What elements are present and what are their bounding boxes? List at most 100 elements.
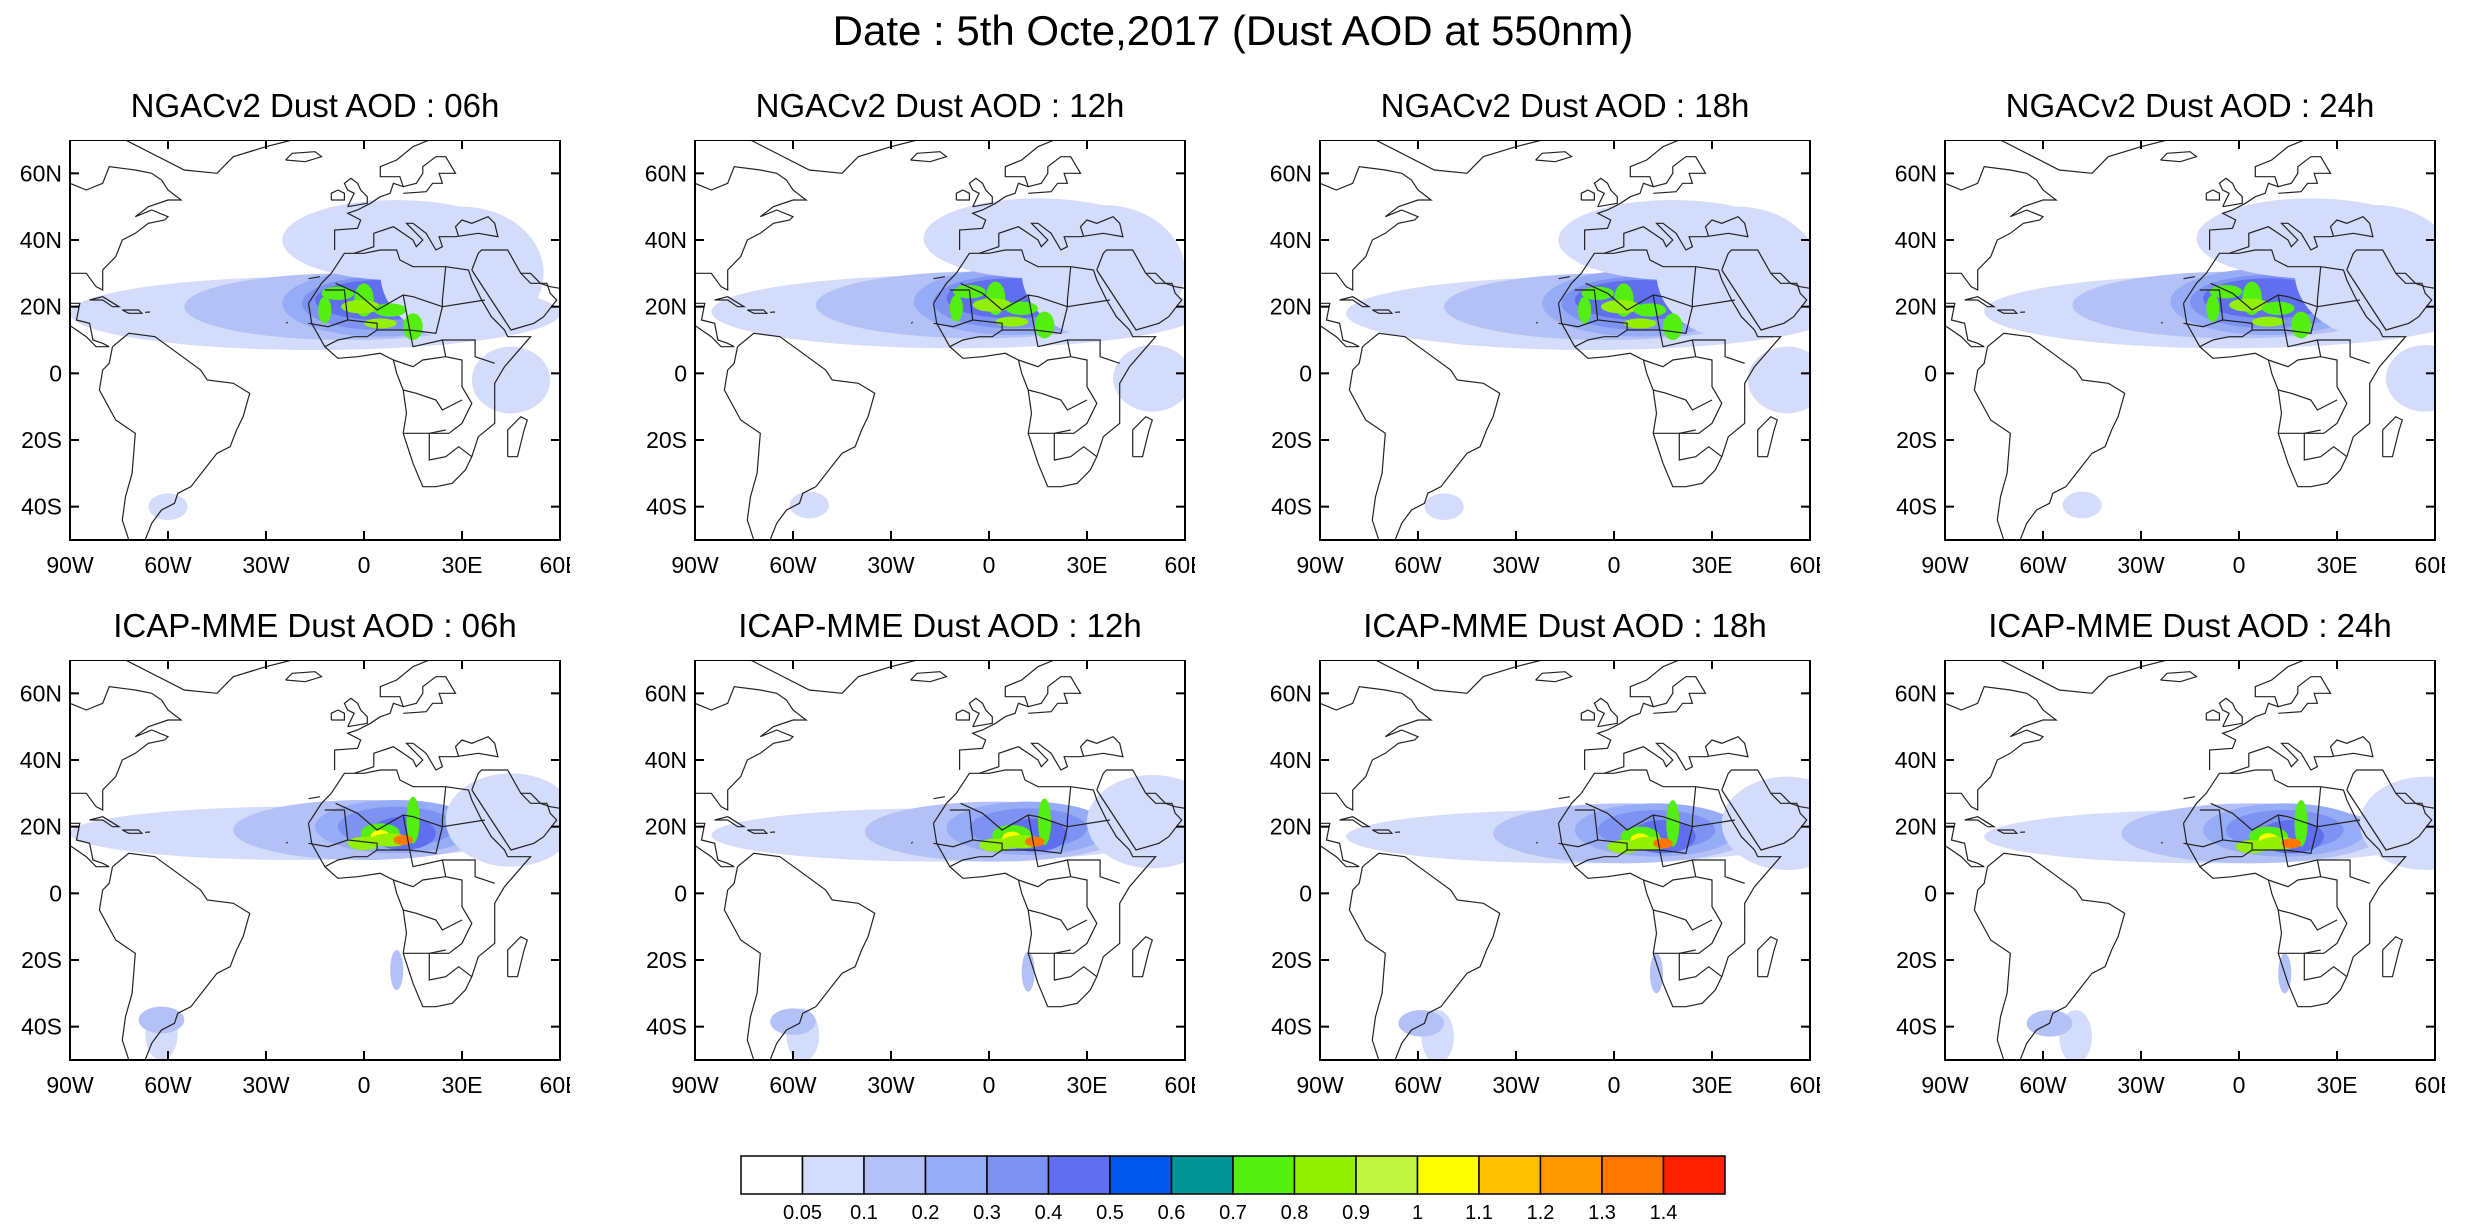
lat-tick-label: 60N [20, 160, 62, 186]
lon-tick-label: 0 [2233, 552, 2246, 578]
lat-tick-label: 40S [1896, 1014, 1937, 1040]
dust-map: 90W 60W 30W 0 30E 60E 60N 40N 20N 0 20S 40S [1270, 140, 1820, 578]
lat-tick-label: 40N [645, 227, 687, 253]
map-frame [1319, 660, 1811, 1061]
lon-tick-label: 60E [1165, 1072, 1195, 1098]
panel-title: NGACv2 Dust AOD : 24h [2005, 87, 2375, 124]
dust-map: 90W 60W 30W 0 30E 60E 60N 40N 20N 0 20S 40S [1895, 140, 2445, 578]
lon-tick-label: 30W [867, 552, 915, 578]
panel-title: NGACv2 Dust AOD : 06h [130, 87, 500, 124]
lon-tick-label: 90W [46, 552, 94, 578]
lat-tick-label: 20N [1270, 294, 1312, 320]
lon-tick-label: 0 [2233, 1072, 2246, 1098]
lat-tick-label: 40S [1271, 494, 1312, 520]
colorbar-label: 1.3 [1588, 1202, 1616, 1224]
dust-map: 90W 60W 30W 0 30E 60E 60N 40N 20N 0 20S 40S [645, 140, 1195, 578]
colorbar-label: 1.2 [1526, 1202, 1555, 1224]
colorbar-label: 1 [1411, 1202, 1424, 1224]
lat-tick-label: 40S [1896, 494, 1937, 520]
lon-tick-label: 30W [2117, 1072, 2165, 1098]
lat-tick-label: 20S [646, 427, 687, 453]
coastlines [1945, 660, 2435, 1060]
lat-tick-label: 20S [1896, 947, 1937, 973]
main-title: Date : 5th Octe,2017 (Dust AOD at 550nm) [832, 7, 1634, 54]
lon-tick-label: 0 [983, 552, 996, 578]
lat-tick-label: 40N [645, 747, 687, 773]
colorbar-label: 1.4 [1649, 1202, 1678, 1224]
lon-tick-label: 30E [1692, 552, 1733, 578]
panel-title: ICAP-MME Dust AOD : 12h [738, 607, 1142, 644]
panel-title: ICAP-MME Dust AOD : 24h [1988, 607, 2392, 644]
lat-tick-label: 40S [21, 494, 62, 520]
colorbar-box [801, 1155, 865, 1195]
colorbar-box [986, 1155, 1050, 1195]
coastlines [695, 140, 1185, 540]
lat-tick-label: 60N [1895, 160, 1937, 186]
lon-tick-label: 30E [442, 552, 483, 578]
lat-tick-label: 60N [1270, 160, 1312, 186]
lat-tick-label: 20N [1895, 814, 1937, 840]
lat-tick-label: 60N [645, 160, 687, 186]
panel-title: NGACv2 Dust AOD : 18h [1380, 87, 1750, 124]
colorbar: 0.05 0.1 0.2 0.3 0.4 0.5 0.6 0.7 0.8 0.9 1 1.1 1.2 1.… [740, 1155, 1728, 1224]
colorbar-box [1416, 1155, 1480, 1195]
lat-tick-label: 20S [646, 947, 687, 973]
lat-tick-label: 40S [646, 1014, 687, 1040]
map-frame [694, 140, 1186, 541]
colorbar-box [1293, 1155, 1357, 1195]
colorbar-label: 0.05 [783, 1202, 822, 1224]
colorbar-label: 0.4 [1034, 1202, 1063, 1224]
lon-tick-label: 60W [1394, 552, 1442, 578]
colorbar-label: 0.6 [1157, 1202, 1186, 1224]
lat-tick-label: 20N [645, 814, 687, 840]
lat-tick-label: 40N [1895, 227, 1937, 253]
lon-tick-label: 90W [1296, 1072, 1344, 1098]
lat-tick-label: 20N [20, 814, 62, 840]
colorbar-box [1047, 1155, 1111, 1195]
colorbar-box [1170, 1155, 1234, 1195]
lon-tick-label: 0 [983, 1072, 996, 1098]
panel-title: NGACv2 Dust AOD : 12h [755, 87, 1125, 124]
colorbar-label: 0.1 [850, 1202, 878, 1224]
lat-tick-label: 20N [20, 294, 62, 320]
coastlines [1945, 140, 2435, 540]
lat-tick-label: 40S [1271, 1014, 1312, 1040]
coastlines [695, 660, 1185, 1060]
dust-map: 90W 60W 30W 0 30E 60E 60N 40N 20N 0 20S 40S [1270, 660, 1820, 1098]
lon-tick-label: 30E [2317, 552, 2358, 578]
lat-tick-label: 60N [645, 680, 687, 706]
lon-tick-label: 60E [1790, 1072, 1820, 1098]
lon-tick-label: 60W [1394, 1072, 1442, 1098]
lon-tick-label: 60E [540, 1072, 570, 1098]
dust-aod-field [70, 773, 560, 1060]
lon-tick-label: 60W [769, 552, 817, 578]
lat-tick-label: 60N [20, 680, 62, 706]
colorbar-label: 0.3 [973, 1202, 1001, 1224]
lat-tick-label: 0 [1924, 360, 1937, 386]
lon-tick-label: 0 [1608, 1072, 1621, 1098]
lon-tick-label: 0 [358, 552, 371, 578]
lon-tick-label: 60E [540, 552, 570, 578]
lat-tick-label: 20N [1895, 294, 1937, 320]
lat-tick-label: 0 [1299, 360, 1312, 386]
lat-tick-label: 0 [49, 880, 62, 906]
coastlines [70, 660, 560, 1060]
lon-tick-label: 30W [2117, 552, 2165, 578]
map-frame [69, 660, 561, 1061]
lon-tick-label: 30E [2317, 1072, 2358, 1098]
lon-tick-label: 90W [1296, 552, 1344, 578]
lon-tick-label: 90W [1921, 1072, 1969, 1098]
lat-tick-label: 20S [1271, 427, 1312, 453]
lon-tick-label: 30W [242, 552, 290, 578]
dust-map: 90W 60W 30W 0 30E 60E 60N 40N 20N 0 20S 40S [20, 660, 570, 1098]
lon-tick-label: 30W [867, 1072, 915, 1098]
colorbar-box [740, 1155, 804, 1195]
lat-tick-label: 0 [674, 360, 687, 386]
map-frame [1944, 140, 2436, 541]
dust-map: 90W 60W 30W 0 30E 60E 60N 40N 20N 0 20S 40S [1895, 660, 2445, 1098]
dust-map: 90W 60W 30W 0 30E 60E 60N 40N 20N 0 20S 40S [645, 660, 1195, 1098]
colorbar-box [1109, 1155, 1173, 1195]
lat-tick-label: 40N [1270, 747, 1312, 773]
lat-tick-label: 0 [1299, 880, 1312, 906]
lon-tick-label: 30W [1492, 552, 1540, 578]
